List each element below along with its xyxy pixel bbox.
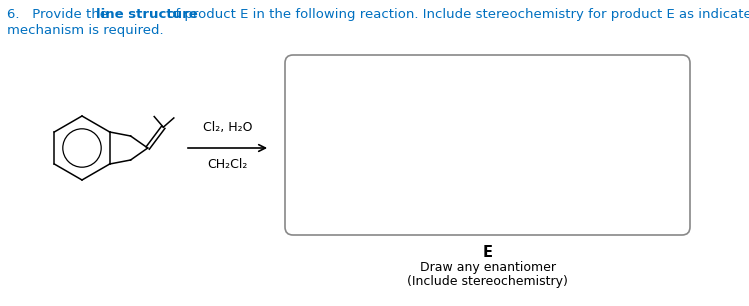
- Text: 6.   Provide the: 6. Provide the: [7, 8, 112, 21]
- Text: (Include stereochemistry): (Include stereochemistry): [407, 275, 568, 288]
- Text: mechanism is required.: mechanism is required.: [7, 24, 163, 37]
- FancyBboxPatch shape: [285, 55, 690, 235]
- Text: of product E in the following reaction. Include stereochemistry for product E as: of product E in the following reaction. …: [163, 8, 749, 21]
- Text: Cl₂, H₂O: Cl₂, H₂O: [203, 121, 252, 134]
- Text: CH₂Cl₂: CH₂Cl₂: [207, 158, 248, 171]
- Text: E: E: [482, 245, 493, 260]
- Text: Draw any enantiomer: Draw any enantiomer: [419, 261, 556, 274]
- Text: line structure: line structure: [96, 8, 198, 21]
